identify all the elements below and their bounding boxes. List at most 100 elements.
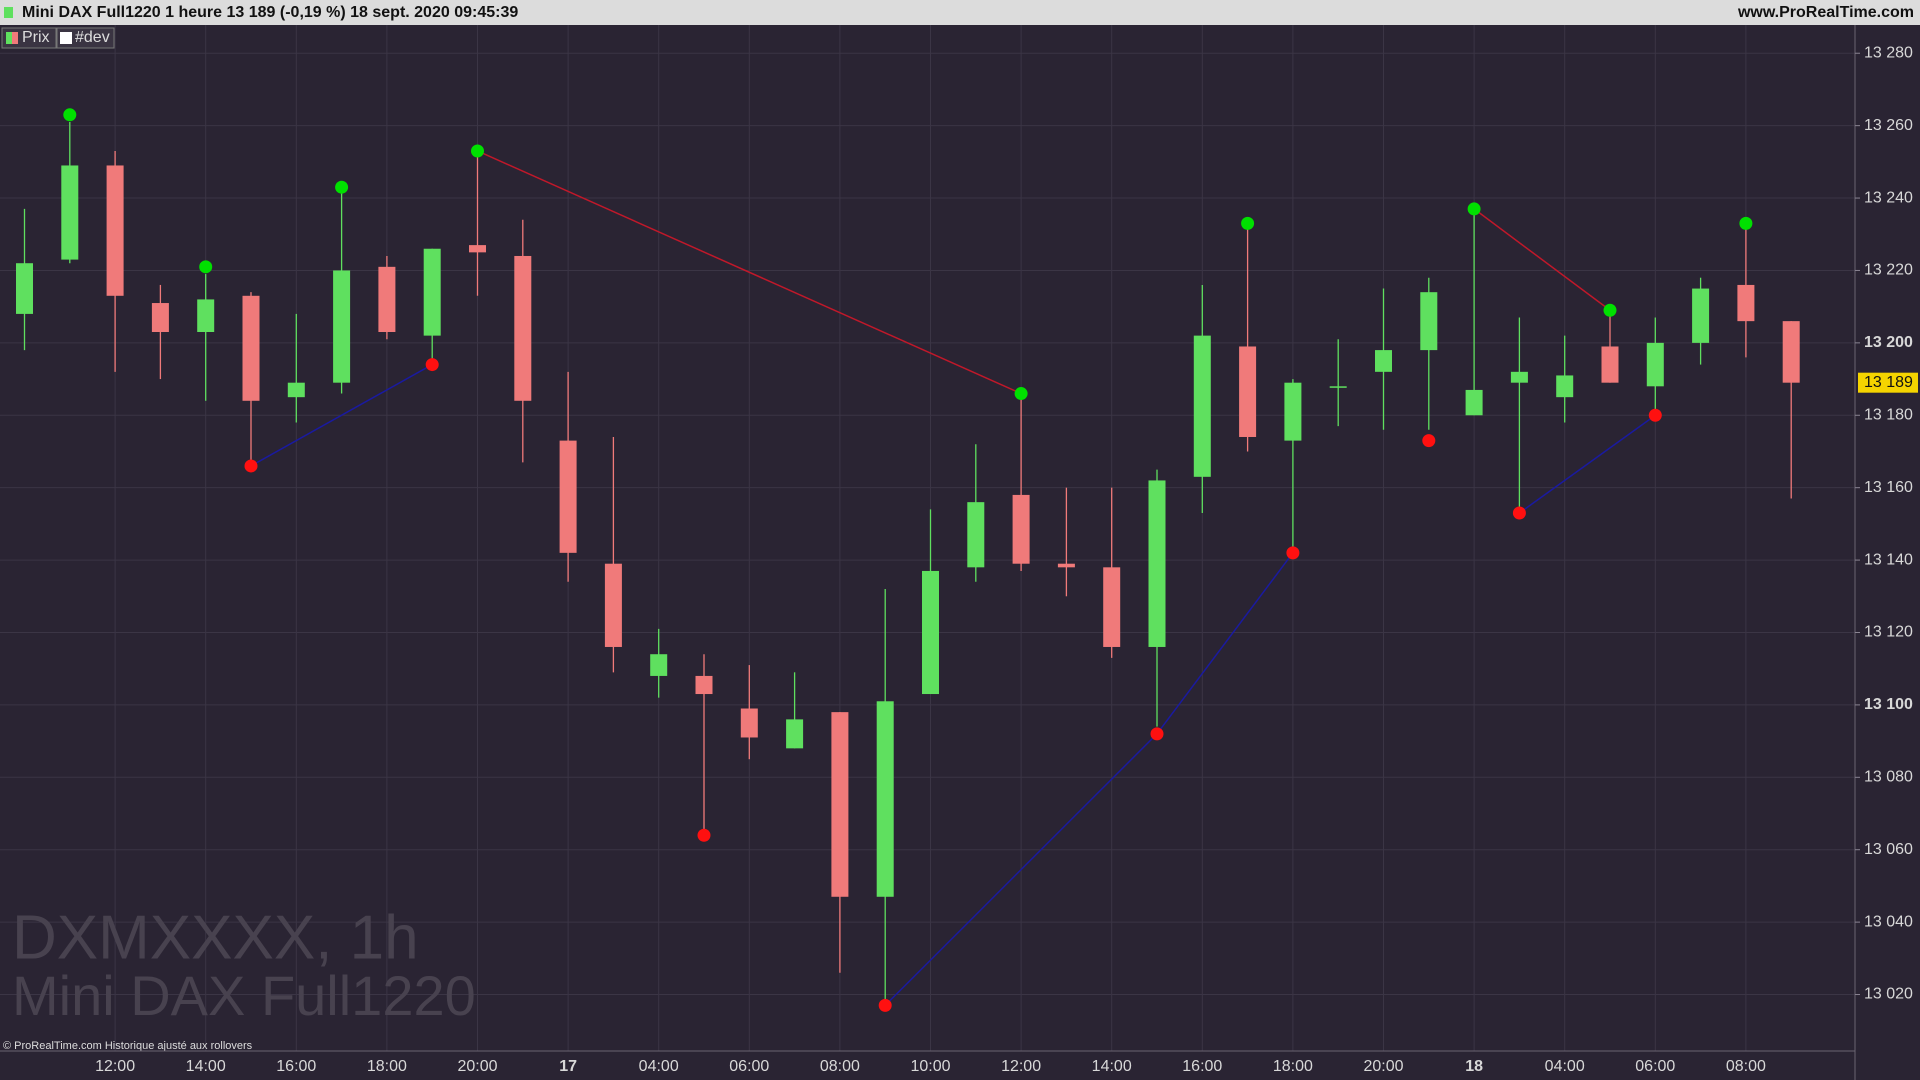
trend-line <box>477 150 1022 395</box>
y-tick-label: 13 200 <box>1864 334 1913 351</box>
y-tick-label: 13 220 <box>1864 262 1913 279</box>
candle-body <box>695 675 713 695</box>
candle-body <box>740 708 758 738</box>
y-tick-label: 13 140 <box>1864 551 1913 568</box>
x-tick-label: 14:00 <box>1092 1058 1132 1075</box>
x-tick-label: 10:00 <box>910 1058 950 1075</box>
candle-body <box>559 440 577 553</box>
source: www.ProRealTime.com <box>1737 4 1914 21</box>
trend-line <box>250 363 433 467</box>
pivot-dot <box>1286 546 1300 560</box>
candle-body <box>650 654 668 676</box>
y-tick-label: 13 040 <box>1864 913 1913 930</box>
trend-line <box>1473 208 1611 311</box>
candle-body <box>333 270 351 383</box>
x-tick-label: 17 <box>559 1058 577 1075</box>
pivot-dot <box>1422 434 1436 448</box>
trend-line <box>1518 414 1656 514</box>
candle-body <box>786 719 804 749</box>
icon <box>4 7 13 18</box>
x-tick-label: 16:00 <box>1182 1058 1222 1075</box>
pivot-dot <box>1150 727 1164 741</box>
candle-body <box>1375 350 1392 372</box>
candle-body <box>514 255 532 401</box>
last-price-box <box>1858 372 1918 393</box>
legend-label: #dev <box>75 29 110 46</box>
pivot-dot <box>1739 216 1753 230</box>
y-tick-label: 13 120 <box>1864 624 1913 641</box>
trend-line <box>1156 552 1294 735</box>
plot <box>16 108 1800 1012</box>
candle-body <box>1057 563 1075 568</box>
x-tick-label: 08:00 <box>820 1058 860 1075</box>
y-tick-label: 13 080 <box>1864 769 1913 786</box>
candle-body <box>197 299 215 333</box>
trend-line <box>884 733 1158 1006</box>
candle-body <box>378 266 396 333</box>
y-tick-label: 13 260 <box>1864 117 1913 134</box>
pivot-dot <box>878 998 892 1012</box>
candle-body <box>469 245 486 253</box>
y-tick-label: 13 160 <box>1864 479 1913 496</box>
y-tick-label: 13 020 <box>1864 986 1913 1003</box>
x-tick-label: 06:00 <box>729 1058 769 1075</box>
x-tick-label: 20:00 <box>457 1058 497 1075</box>
candle-body <box>1012 494 1030 564</box>
candle-body <box>1284 382 1302 441</box>
candle-body <box>287 382 305 398</box>
x-tick-label: 16:00 <box>276 1058 316 1075</box>
legend-label: Prix <box>22 29 50 46</box>
candle-body <box>1737 284 1755 322</box>
pivot-dot <box>471 144 484 158</box>
candle-body <box>1103 567 1121 647</box>
candle-body <box>1329 386 1347 388</box>
y-tick-label: 13 180 <box>1864 406 1913 423</box>
candle-body <box>1601 346 1619 383</box>
pivot-dot <box>697 828 711 842</box>
x-tick-label: 18:00 <box>367 1058 407 1075</box>
watermark: Mini DAX Full1220 <box>12 964 476 1027</box>
footer: © ProRealTime.com Historique ajusté aux … <box>3 1040 253 1052</box>
candle-body <box>876 701 894 897</box>
pivot-dot <box>1512 506 1526 520</box>
x-tick-label: 18:00 <box>1273 1058 1313 1075</box>
candle-body <box>1782 321 1800 383</box>
y-tick-label: 13 240 <box>1864 189 1913 206</box>
candle-body <box>922 570 939 695</box>
pivot-dot <box>335 180 349 194</box>
candle-body <box>1692 288 1710 343</box>
legend-swatch <box>6 32 12 44</box>
pivot-dot <box>1467 202 1481 216</box>
candle-body <box>61 165 79 260</box>
pivot-dot <box>1603 303 1617 317</box>
candle-body <box>1148 480 1166 647</box>
candle-body <box>242 295 260 401</box>
grid <box>0 25 1855 1051</box>
x-tick-label: 12:00 <box>95 1058 135 1075</box>
chart-title: Mini DAX Full1220 1 heure 13 189 (-0,19 … <box>22 4 518 21</box>
header-bar <box>0 0 1920 25</box>
x-tick-label: 14:00 <box>186 1058 226 1075</box>
legend-swatch <box>60 32 72 44</box>
candle-body <box>1420 292 1438 351</box>
candle-body <box>831 712 849 897</box>
pivot-dot <box>244 459 258 473</box>
candle-body <box>604 563 622 647</box>
candle-body <box>1465 389 1483 416</box>
watermark: DXMXXXX, 1h <box>12 903 419 972</box>
candle-body <box>967 502 985 568</box>
pivot-dot <box>1241 216 1255 230</box>
x-tick-label: 12:00 <box>1001 1058 1041 1075</box>
y-tick-label: 13 280 <box>1864 44 1913 61</box>
x-tick-label: 04:00 <box>1545 1058 1585 1075</box>
y-tick-label: 13 060 <box>1864 841 1913 858</box>
x-tick-label: 08:00 <box>1726 1058 1766 1075</box>
pivot-dot <box>199 260 213 274</box>
x-tick-label: 18 <box>1465 1058 1483 1075</box>
candle-body <box>151 303 169 333</box>
candle-body <box>1510 371 1528 383</box>
candle-body <box>1556 375 1574 398</box>
candle-body <box>1239 346 1257 437</box>
y-tick-label: 13 100 <box>1864 696 1913 713</box>
